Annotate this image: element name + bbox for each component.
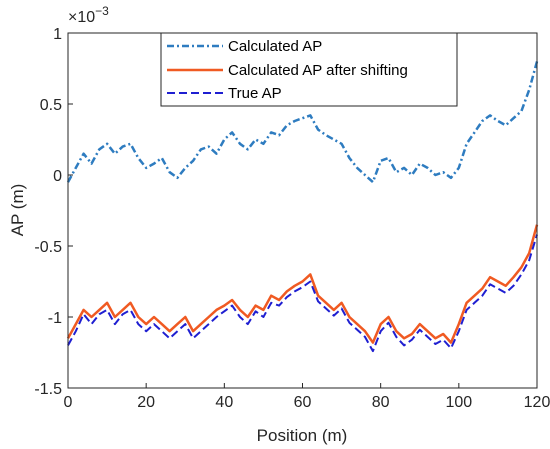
y-tick-label: 1 [53, 26, 62, 43]
y-axis-label: AP (m) [8, 184, 27, 237]
legend-label-true: True AP [228, 85, 282, 102]
legend-label-calculated: Calculated AP [228, 38, 322, 55]
y-tick-label: -1 [48, 310, 62, 327]
series-line-0 [66, 61, 539, 184]
series-line-1 [66, 224, 539, 344]
y-tick-label: 0.5 [40, 97, 62, 114]
x-tick-label: 60 [294, 394, 312, 411]
y-tick-label: -1.5 [34, 381, 62, 398]
exponent-base: ×10 [68, 9, 95, 26]
y-tick-label: -0.5 [34, 239, 62, 256]
x-tick-label: 120 [524, 394, 550, 411]
tick-layer: 0 20 40 60 80 100 120 1 0.5 0 -0.5 -1 -1.5 [34, 26, 550, 411]
x-tick-label: 40 [215, 394, 233, 411]
x-tick-label: 100 [445, 394, 472, 411]
x-tick-label: 80 [372, 394, 390, 411]
exponent-power: −3 [95, 4, 109, 18]
x-tick-label: 0 [64, 394, 73, 411]
y-tick-label: 0 [53, 168, 62, 185]
series-line-2 [67, 234, 538, 353]
legend-label-shifted: Calculated AP after shifting [228, 62, 408, 79]
series-layer [66, 61, 539, 353]
x-axis-label: Position (m) [257, 426, 348, 445]
legend: Calculated AP Calculated AP after shifti… [160, 32, 458, 107]
exponent-label: ×10−3 [68, 4, 109, 26]
x-tick-label: 20 [137, 394, 155, 411]
